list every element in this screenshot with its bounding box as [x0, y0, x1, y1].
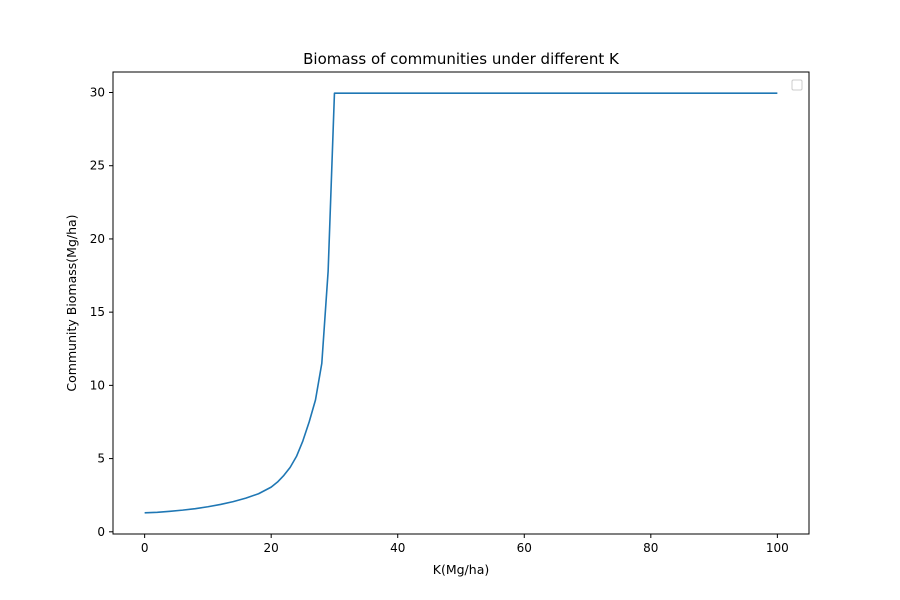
series-line	[144, 92, 778, 514]
x-axis-label: K(Mg/ha)	[433, 562, 489, 577]
axes-frame	[112, 71, 810, 535]
x-tick-label: 20	[264, 541, 279, 555]
x-tick-label: 60	[517, 541, 532, 555]
x-tick-label: 40	[390, 541, 405, 555]
x-tick-label: 100	[766, 541, 789, 555]
y-tick-label: 5	[97, 452, 105, 466]
x-tick-label: 0	[141, 541, 149, 555]
x-tick-label: 80	[643, 541, 658, 555]
plot-area	[144, 92, 778, 514]
chart-title: Biomass of communities under different K	[303, 50, 620, 68]
y-axis-label: Community Biomass(Mg/ha)	[64, 214, 79, 391]
ticks-group: 0 20 40 60 80 100 0 5 10 15 20 25 30	[90, 86, 789, 555]
legend-box	[791, 79, 803, 91]
y-tick-label: 15	[90, 305, 105, 319]
y-tick-label: 30	[90, 86, 105, 100]
y-tick-label: 20	[90, 232, 105, 246]
y-tick-label: 10	[90, 378, 105, 392]
y-tick-label: 25	[90, 159, 105, 173]
y-tick-label: 0	[97, 525, 105, 539]
